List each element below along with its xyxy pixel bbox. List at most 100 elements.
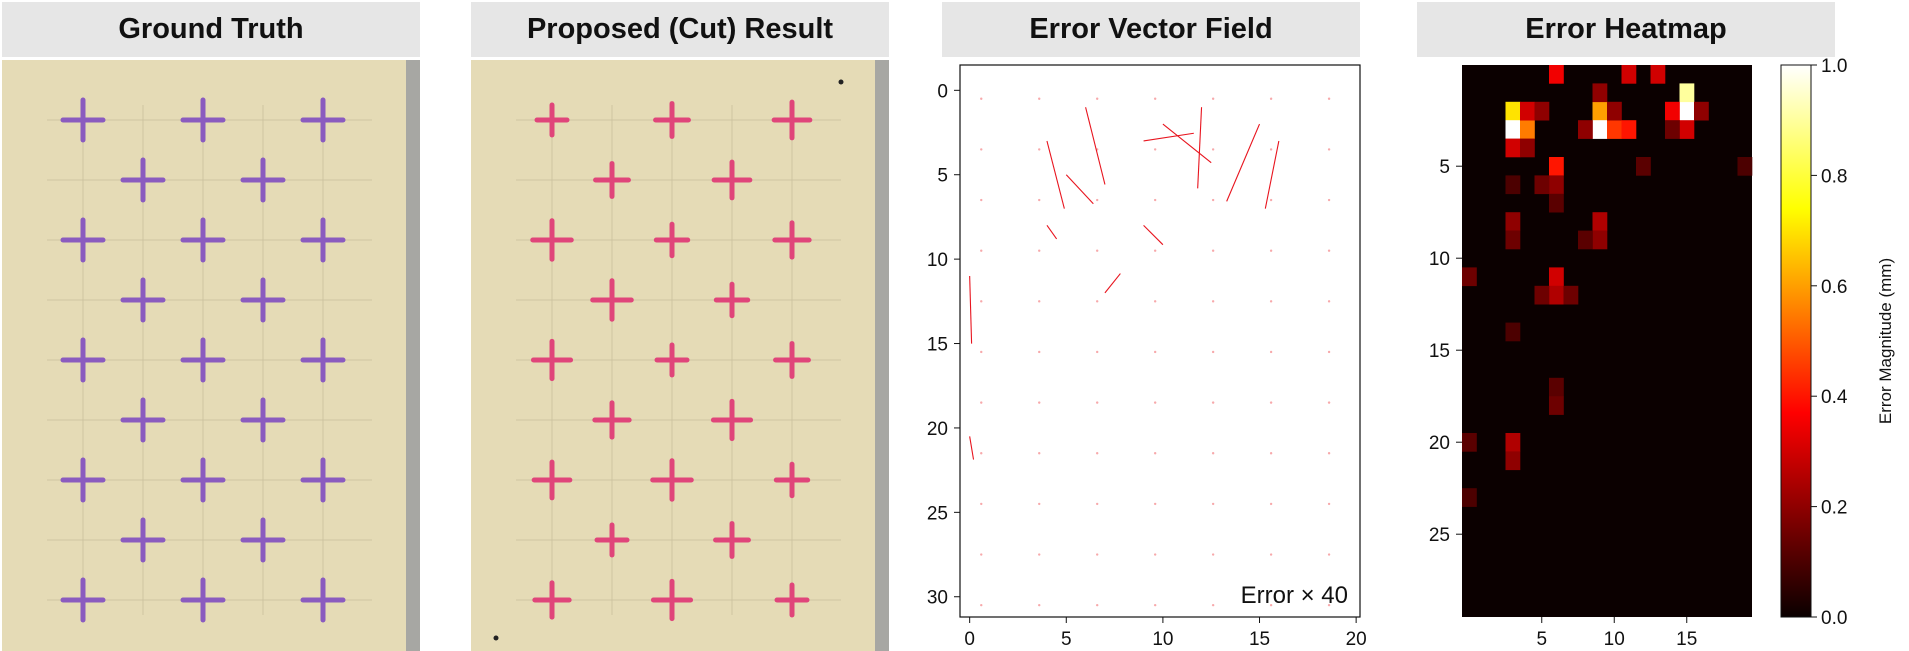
residual-point [1327, 97, 1331, 100]
residual-point [1211, 603, 1215, 607]
colorbar-tick-label: 0.0 [1821, 608, 1847, 629]
heatmap-cell [1665, 120, 1680, 139]
residual-point [1153, 148, 1157, 151]
x-tick-label: 20 [1346, 629, 1367, 650]
title-error-vector-field: Error Vector Field [942, 2, 1360, 57]
y-tick-label: 5 [937, 166, 948, 187]
residual-point [1095, 198, 1099, 202]
residual-point [1327, 148, 1331, 151]
residual-point [1038, 502, 1041, 506]
cross-mark [60, 577, 106, 623]
residual-point [980, 300, 983, 303]
error-vector [1226, 123, 1261, 202]
residual-point [1153, 350, 1157, 354]
y-tick-label: 20 [927, 419, 948, 440]
cross-mark [300, 337, 346, 383]
cross-mark [60, 337, 106, 383]
residual-point [980, 249, 983, 252]
residual-point [1095, 300, 1099, 303]
residual-point [1095, 502, 1099, 506]
heatmap-cell [1549, 65, 1564, 84]
residual-point [1038, 553, 1041, 556]
heatmap-cell [1505, 230, 1521, 250]
y-tick-label: 30 [927, 588, 948, 609]
heatmap-cell [1549, 285, 1564, 305]
colorbar-tick-label: 0.6 [1821, 277, 1847, 298]
y-tick-label: 10 [927, 250, 948, 271]
heatmap-cell [1505, 433, 1521, 452]
residual-point [1269, 198, 1273, 202]
residual-point [980, 502, 983, 506]
proposed-cut-board [471, 60, 889, 651]
x-tick-label: 15 [1249, 629, 1270, 650]
heatmap-cell [1621, 65, 1637, 84]
residual-point [980, 350, 983, 354]
residual-point [980, 603, 983, 607]
residual-point [1327, 401, 1331, 404]
cross-mark [774, 582, 810, 618]
cross-mark [593, 161, 631, 199]
residual-point [1038, 350, 1041, 354]
error-heatmap-plot: 5 10 15 5 10 15 20 25 0.0 0.2 0.4 0.6 0.8 1.0 Error Ma… [1380, 57, 1909, 651]
heatmap-cell [1578, 230, 1593, 250]
cross-mark [180, 97, 226, 143]
cross-mark [530, 218, 574, 262]
residual-point [1038, 300, 1041, 303]
heatmap-cell [1679, 83, 1695, 103]
y-tick-label: 15 [1429, 341, 1450, 362]
residual-point [1153, 553, 1157, 556]
cross-mark [120, 397, 166, 443]
cross-mark [773, 341, 811, 379]
heatmap-cell [1549, 193, 1564, 213]
residual-point [1153, 198, 1157, 202]
heatmap-cell [1592, 120, 1608, 139]
residual-point [1211, 198, 1215, 202]
heatmap-cell [1694, 101, 1709, 121]
heatmap-cell [1462, 267, 1477, 287]
board-edge [875, 60, 889, 651]
heatmap-cell [1563, 285, 1579, 305]
colorbar-tick-label: 1.0 [1821, 57, 1847, 77]
residual-point [1095, 452, 1099, 455]
heatmap-cell [1636, 157, 1651, 176]
cross-mark [711, 159, 753, 201]
cross-mark [240, 157, 286, 203]
residual-point [1038, 97, 1041, 100]
residual-point [1269, 148, 1273, 151]
residual-point [1038, 148, 1041, 151]
cross-mark [120, 277, 166, 323]
residual-point [1269, 452, 1273, 455]
board-surface [2, 60, 420, 651]
residual-point [1327, 452, 1331, 455]
heatmap-cell [1621, 120, 1637, 139]
colorbar-label: Error Magnitude (mm) [1876, 258, 1895, 424]
proposed-result-photo [471, 60, 889, 651]
cross-mark [710, 398, 754, 442]
cross-mark [653, 101, 691, 139]
cross-mark [180, 577, 226, 623]
board-dot [493, 635, 499, 641]
residual-point [1095, 97, 1099, 100]
title-ground-truth: Ground Truth [2, 2, 420, 57]
heatmap-cell [1607, 101, 1622, 121]
residual-point [1153, 249, 1157, 252]
plot-frame [959, 64, 1361, 618]
error-vector [1046, 140, 1065, 209]
heatmap-cell [1534, 175, 1550, 195]
residual-point [1269, 553, 1273, 556]
residual-point [1269, 401, 1273, 404]
cross-mark [180, 337, 226, 383]
x-tick-label: 10 [1604, 629, 1625, 650]
cross-mark [532, 580, 572, 620]
residual-point [1211, 452, 1215, 455]
error-vector [1162, 123, 1212, 164]
error-vector [1143, 224, 1164, 246]
heatmap-cell [1462, 488, 1477, 507]
heatmap-cell [1578, 120, 1593, 139]
cross-mark [531, 459, 573, 501]
heatmap-cell [1592, 83, 1608, 103]
residual-point [980, 198, 983, 202]
y-tick-label: 15 [927, 335, 948, 356]
error-vector [1143, 132, 1194, 142]
heatmap-cell [1549, 377, 1564, 397]
